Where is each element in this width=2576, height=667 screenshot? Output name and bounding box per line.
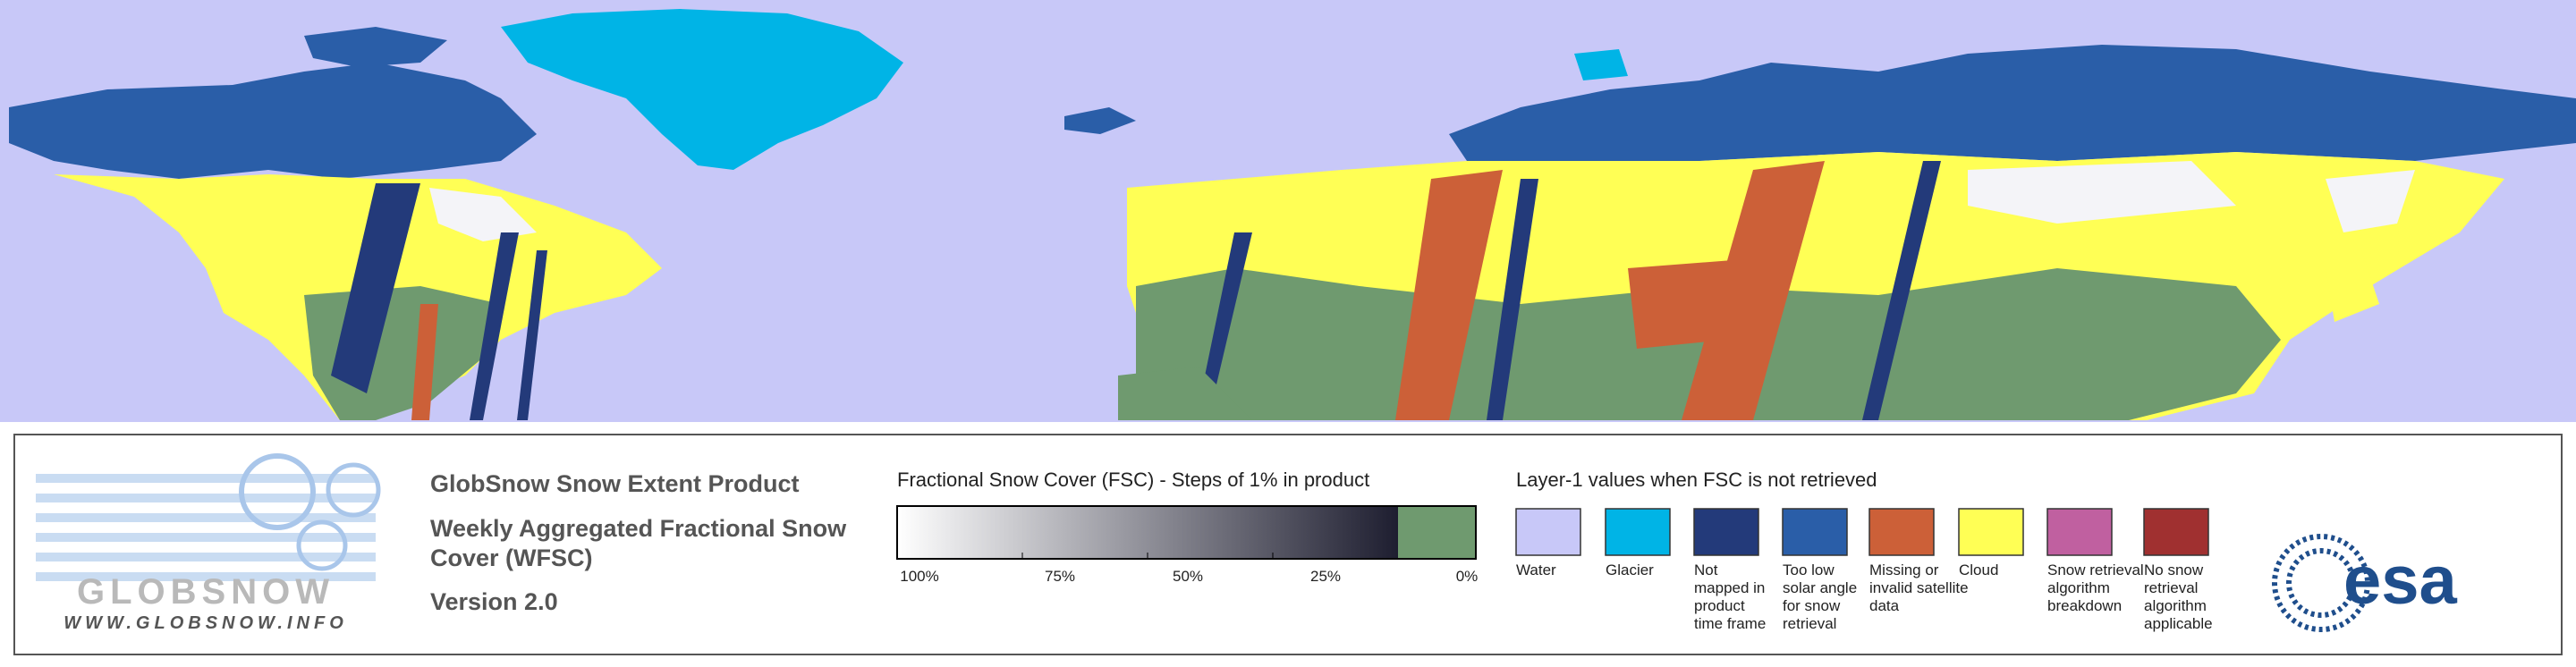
map-region — [1862, 161, 1941, 420]
logo-ring — [239, 453, 316, 530]
legend-label: invalid satellite — [1869, 579, 1969, 596]
globsnow-logo: GLOBSNOW WWW.GLOBSNOW.INFO — [36, 453, 381, 633]
legend-label: data — [1869, 597, 1900, 614]
fsc-title: Fractional Snow Cover (FSC) - Steps of 1… — [897, 469, 1369, 491]
map-region — [331, 183, 420, 393]
fsc-tick-label: 25% — [1310, 568, 1341, 585]
esa-logo: esa — [2272, 534, 2458, 632]
legend-swatch — [1782, 508, 1848, 556]
legend-swatch — [1958, 508, 2024, 556]
map-region — [2326, 250, 2379, 322]
map-region — [1968, 161, 2236, 224]
legend-label: product — [1694, 597, 1745, 614]
snow-map — [0, 0, 2576, 422]
logo-ring — [2286, 548, 2356, 618]
legend-swatch — [1515, 508, 1581, 556]
map-region — [1682, 161, 1825, 420]
map-region — [1487, 179, 1538, 420]
legend-label: solar angle — [1783, 579, 1857, 596]
legend-label: applicable — [2144, 615, 2213, 632]
map-region — [1064, 107, 1136, 134]
legend-swatch — [1605, 508, 1671, 556]
map-region — [36, 474, 376, 483]
map-region — [470, 232, 519, 420]
logo-ring — [296, 519, 348, 571]
legend-swatch — [2046, 508, 2113, 556]
fsc-tick-label: 50% — [1173, 568, 1203, 585]
legend-label: retrieval — [1783, 615, 1836, 632]
map-region — [1118, 367, 1252, 420]
legend-swatch — [2143, 508, 2209, 556]
map-region — [9, 63, 537, 179]
map-region — [304, 27, 447, 67]
map-region — [36, 494, 376, 502]
legend-label: Missing or — [1869, 561, 1939, 578]
map-region — [429, 188, 537, 241]
legend-label: retrieval — [2144, 579, 2198, 596]
map-region — [1203, 232, 1252, 384]
product-name: GlobSnow Snow Extent Product — [430, 470, 800, 497]
title-line: Weekly Aggregated Fractional Snow — [430, 515, 847, 542]
esa-text: esa — [2343, 543, 2458, 619]
logo-ring — [326, 462, 381, 518]
layer1-title: Layer-1 values when FSC is not retrieved — [1516, 469, 1877, 491]
map-region — [501, 9, 903, 170]
legend-swatch — [1693, 508, 1759, 556]
title-line: Cover (WFSC) — [430, 545, 593, 571]
legend-label: Water — [1516, 561, 1556, 578]
fsc-tick-label: 75% — [1045, 568, 1075, 585]
fsc-zero — [1398, 506, 1476, 559]
map-region — [36, 513, 376, 522]
fsc-tick-label: 100% — [900, 568, 938, 585]
version: Version 2.0 — [430, 588, 558, 615]
map-region — [1574, 49, 1628, 80]
legend-label: Glacier — [1606, 561, 1654, 578]
fsc-gradient — [897, 506, 1398, 559]
map-region — [36, 533, 376, 542]
fsc-ticks: 100% 75% 50% 25% 0% — [900, 553, 1478, 585]
map-region — [36, 553, 376, 561]
logo-ring — [2272, 534, 2370, 632]
logo-url: WWW.GLOBSNOW.INFO — [64, 613, 348, 633]
map-region — [1395, 170, 1503, 420]
legend-label: algorithm — [2047, 579, 2110, 596]
map-region — [1449, 45, 2576, 170]
legend-label: time frame — [1694, 615, 1766, 632]
legend-label: No snow — [2144, 561, 2204, 578]
legend-label: mapped in — [1694, 579, 1765, 596]
legend-label: Too low — [1783, 561, 1835, 578]
logo-name: GLOBSNOW — [77, 572, 335, 612]
legend-label: Not — [1694, 561, 1718, 578]
fsc-frame — [896, 505, 1477, 560]
legend-swatch — [1868, 508, 1935, 556]
map-region — [517, 250, 547, 420]
legend-label: breakdown — [2047, 597, 2122, 614]
legend-label: Snow retrieval — [2047, 561, 2144, 578]
map-region — [2326, 170, 2415, 232]
legend-label: for snow — [1783, 597, 1841, 614]
map-region — [411, 304, 438, 420]
legend-label: Cloud — [1959, 561, 1998, 578]
legend-label: algorithm — [2144, 597, 2207, 614]
fsc-tick-label: 0% — [1456, 568, 1479, 585]
map-region — [1628, 259, 1744, 349]
map-region — [36, 572, 376, 581]
